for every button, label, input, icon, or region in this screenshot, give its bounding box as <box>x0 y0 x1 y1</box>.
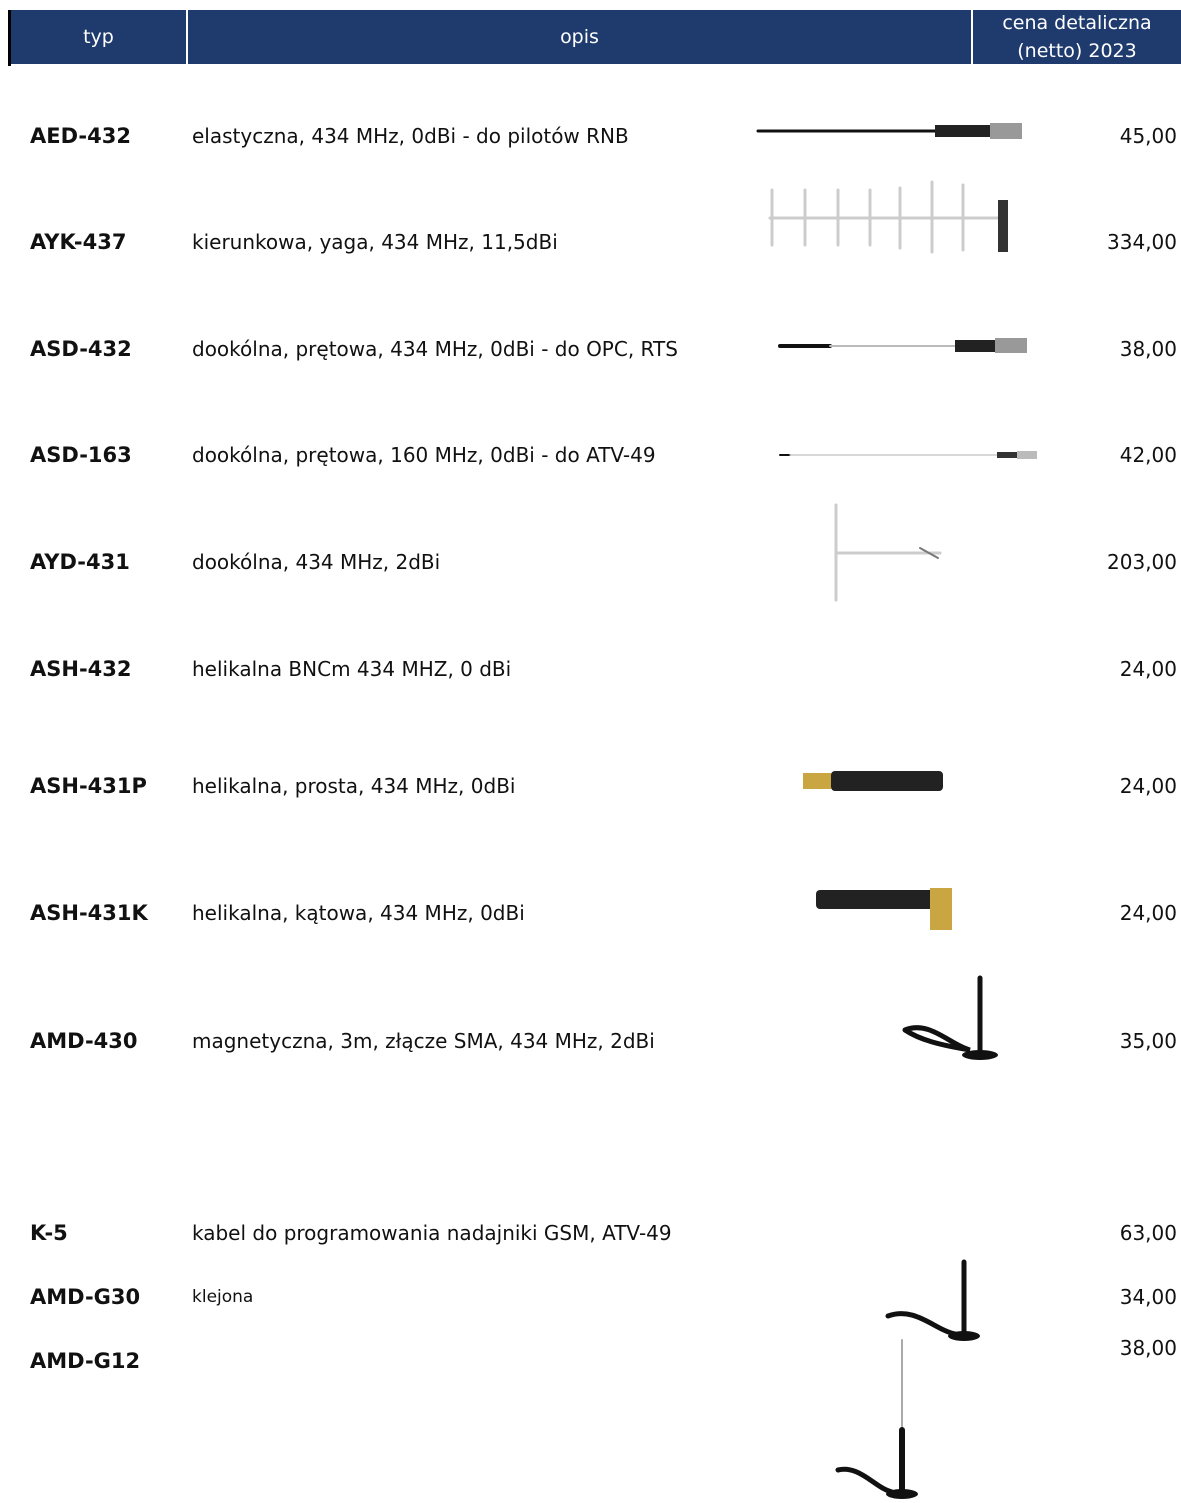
header-opis: opis <box>188 10 971 64</box>
product-description: elastyczna, 434 MHz, 0dBi - do pilotów R… <box>192 124 629 148</box>
product-description: helikalna, prosta, 434 MHz, 0dBi <box>192 774 516 798</box>
product-description: kabel do programowania nadajniki GSM, AT… <box>192 1221 672 1245</box>
product-description: kierunkowa, yaga, 434 MHz, 11,5dBi <box>192 230 558 254</box>
product-price: 38,00 <box>1119 337 1177 361</box>
antenna-image <box>756 123 1022 139</box>
product-code: AED-432 <box>30 124 131 148</box>
header-cena-line: cena detaliczna <box>1002 12 1152 34</box>
product-code: ASH-431K <box>30 901 148 925</box>
product-code: K-5 <box>30 1221 68 1245</box>
product-description: magnetyczna, 3m, złącze SMA, 434 MHz, 2d… <box>192 1029 655 1053</box>
product-description: klejona <box>192 1287 254 1307</box>
header-typ: typ <box>11 10 186 64</box>
left-rule <box>8 10 11 66</box>
product-description: dookólna, 434 MHz, 2dBi <box>192 550 441 574</box>
antenna-image <box>902 975 998 1060</box>
product-price: 34,00 <box>1119 1285 1177 1309</box>
antenna-image <box>803 771 943 791</box>
product-price: 63,00 <box>1119 1221 1177 1245</box>
product-price: 203,00 <box>1107 550 1177 574</box>
product-code: AYD-431 <box>30 550 130 574</box>
product-description: dookólna, prętowa, 160 MHz, 0dBi - do AT… <box>192 443 656 467</box>
antenna-image <box>816 888 952 930</box>
product-code: ASH-432 <box>30 657 132 681</box>
product-code: ASH-431P <box>30 774 147 798</box>
product-code: AMD-G30 <box>30 1285 141 1309</box>
product-description: helikalna BNCm 434 MHZ, 0 dBi <box>192 657 512 681</box>
header-cena: cena detaliczna (netto) 2023 <box>973 10 1181 64</box>
product-price: 35,00 <box>1119 1029 1177 1053</box>
product-price: 334,00 <box>1107 230 1177 254</box>
product-price: 24,00 <box>1119 901 1177 925</box>
header-cena-line: (netto) 2023 <box>1017 40 1137 62</box>
antenna-image <box>835 1259 980 1499</box>
product-code: ASD-163 <box>30 443 132 467</box>
product-price: 24,00 <box>1119 657 1177 681</box>
antenna-image <box>768 180 1008 254</box>
product-code: AMD-G12 <box>30 1349 141 1373</box>
product-code: AMD-430 <box>30 1029 138 1053</box>
product-description: helikalna, kątowa, 434 MHz, 0dBi <box>192 901 525 925</box>
product-price: 24,00 <box>1119 774 1177 798</box>
product-price: 38,00 <box>1119 1336 1177 1360</box>
product-code: ASD-432 <box>30 337 132 361</box>
product-price: 45,00 <box>1119 124 1177 148</box>
antenna-image <box>779 451 1037 459</box>
antenna-image <box>834 503 942 602</box>
product-code: AYK-437 <box>30 230 127 254</box>
product-description: dookólna, prętowa, 434 MHz, 0dBi - do OP… <box>192 337 678 361</box>
antenna-image <box>778 338 1027 353</box>
product-price: 42,00 <box>1119 443 1177 467</box>
